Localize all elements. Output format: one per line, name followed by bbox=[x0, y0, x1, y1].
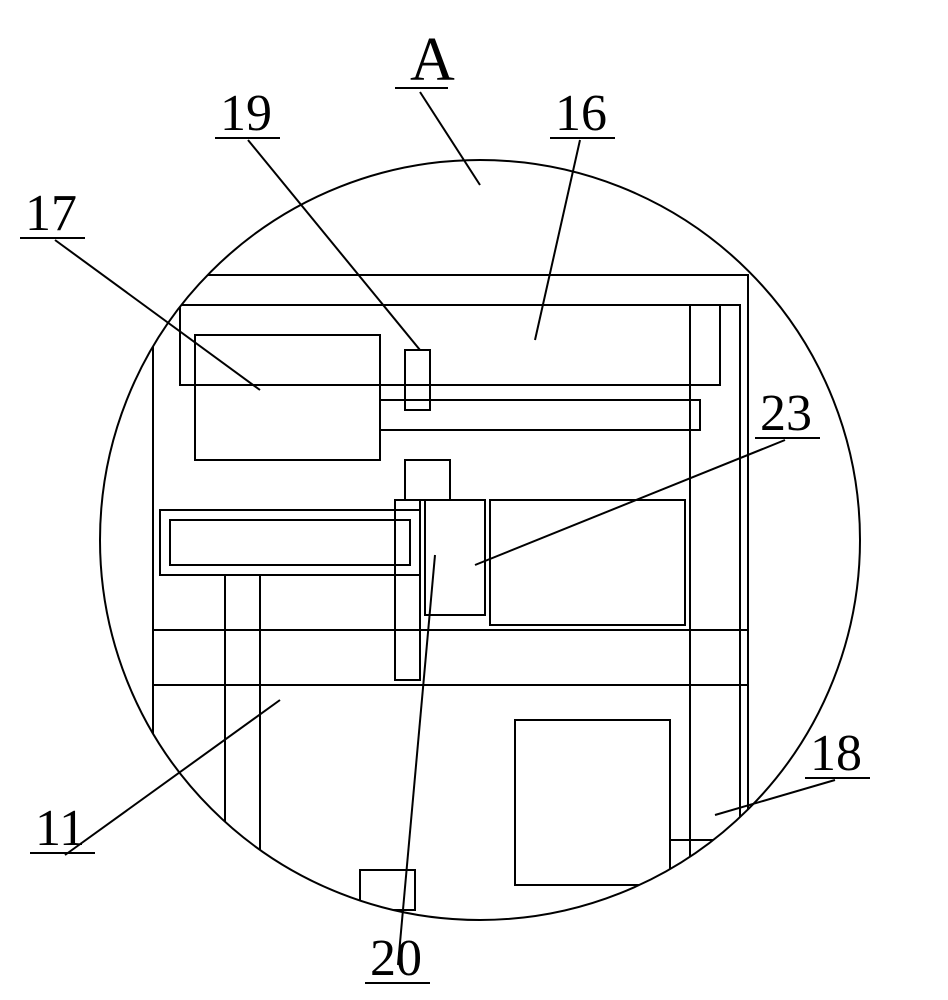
leader-line bbox=[55, 240, 260, 390]
leader-line bbox=[398, 555, 435, 965]
label-19: 19 bbox=[220, 85, 272, 142]
base-box bbox=[515, 720, 670, 885]
label-11: 11 bbox=[35, 800, 85, 857]
label-17: 17 bbox=[25, 185, 77, 242]
leader-line bbox=[475, 440, 785, 565]
leader-line bbox=[715, 780, 835, 815]
outer-frame bbox=[153, 275, 748, 920]
shaft-sleeve bbox=[395, 500, 420, 680]
gearbox-top bbox=[405, 460, 450, 500]
label-20: 20 bbox=[370, 930, 422, 987]
leader-line bbox=[65, 700, 280, 855]
diagram-canvas: A 19 16 17 23 18 11 20 bbox=[0, 0, 948, 1000]
base-step bbox=[670, 840, 720, 885]
label-A: A bbox=[410, 26, 455, 94]
pillar-18 bbox=[690, 305, 740, 865]
leader-line bbox=[420, 92, 480, 185]
label-23: 23 bbox=[760, 385, 812, 442]
column-11 bbox=[225, 575, 260, 875]
motor-17 bbox=[195, 335, 380, 460]
label-16: 16 bbox=[555, 85, 607, 142]
leader-line bbox=[535, 140, 580, 340]
mechanism-group bbox=[153, 275, 748, 920]
mid-frame bbox=[153, 630, 748, 685]
shaft bbox=[380, 400, 700, 430]
labels-group: A 19 16 17 23 18 11 20 bbox=[20, 26, 870, 987]
leader-line bbox=[248, 140, 420, 350]
label-18: 18 bbox=[810, 725, 862, 782]
panel-16 bbox=[180, 305, 720, 385]
tray-inner bbox=[170, 520, 410, 565]
